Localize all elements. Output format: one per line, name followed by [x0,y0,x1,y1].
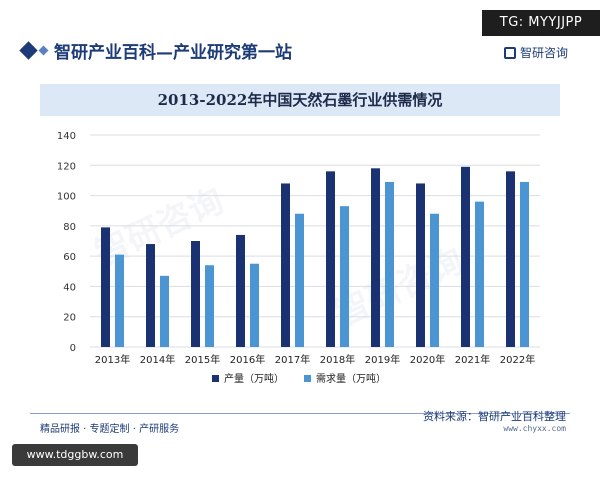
y-axis-ticks: 0 20 40 60 80 100 120 140 [57,131,76,354]
bar-production [191,241,200,347]
y-tick-label: 60 [63,252,76,263]
bar-demand [340,206,349,347]
bar-production [146,244,155,347]
bar-demand [250,263,259,347]
tag-label: TG: MYYJJPP [482,10,600,36]
bars [101,166,529,347]
bar-production [326,171,335,347]
brand-logo: 智研咨询 [503,44,568,61]
y-tick-label: 20 [63,313,76,324]
x-axis-ticks: 2013年 2014年 2015年 2016年 2017年 2018年 2019年 2020年… [95,353,535,366]
x-tick-label: 2020年 [410,353,445,366]
brand-name: 智研咨询 [519,46,568,60]
bar-production [371,168,380,347]
page-header: 智研产业百科—产业研究第一站 智研咨询 [14,38,586,68]
bar-demand [430,213,439,347]
legend-label-demand: 需求量（万吨） [316,372,386,385]
y-tick-label: 120 [57,161,76,172]
bar-demand [475,201,484,347]
bar-demand [205,265,214,347]
bar-production [506,171,515,347]
bar-production [101,227,110,347]
bar-demand [295,213,304,347]
x-tick-label: 2017年 [275,353,310,366]
x-tick-label: 2018年 [320,353,355,366]
grid [90,134,540,348]
x-tick-label: 2013年 [95,353,130,366]
y-tick-label: 100 [57,192,76,203]
bar-production [416,183,425,347]
x-tick-label: 2016年 [230,353,265,366]
y-tick-label: 40 [63,282,76,293]
url-badge[interactable]: www.tdggbw.com [12,444,138,466]
bar-demand [160,275,169,347]
footer-services: 精品研报 · 专题定制 · 产研服务 [40,424,180,435]
x-tick-label: 2014年 [140,353,175,366]
footer-divider [30,413,570,414]
site-title: 智研产业百科—产业研究第一站 [54,43,292,63]
bar-production [236,234,245,347]
legend: 产量（万吨） 需求量（万吨） [212,372,386,385]
brand-logo-icon [503,47,516,59]
bar-demand [115,254,124,347]
footer-url: www.chyxx.com [503,424,566,433]
x-tick-label: 2015年 [185,353,220,366]
bar-production [281,183,290,347]
x-tick-label: 2022年 [500,353,535,366]
y-tick-label: 0 [70,343,76,354]
bar-demand [520,181,529,347]
chart-title: 2013-2022年中国天然石墨行业供需情况 [157,91,443,109]
x-tick-label: 2019年 [365,353,400,366]
footer-source: 资料来源：智研产业百科整理 [423,410,566,423]
legend-swatch-demand [304,375,311,382]
x-tick-label: 2021年 [455,353,490,366]
y-tick-label: 140 [57,131,76,142]
legend-swatch-production [212,375,219,382]
bar-demand [385,181,394,347]
legend-label-production: 产量（万吨） [224,372,284,385]
bar-production [461,166,470,347]
y-tick-label: 80 [63,222,76,233]
title-banner: 2013-2022年中国天然石墨行业供需情况 [40,84,560,116]
